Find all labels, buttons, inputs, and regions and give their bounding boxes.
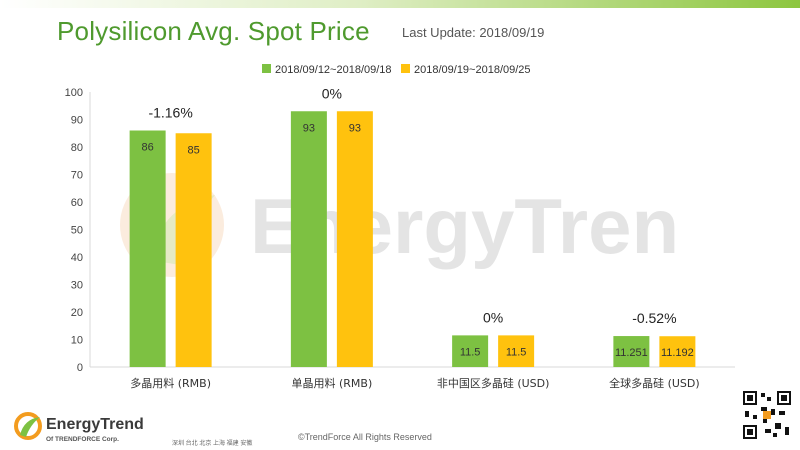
- bar: [613, 336, 650, 367]
- category-label: 单晶用料 (RMB): [291, 376, 372, 390]
- bar-value-label: 11.192: [661, 347, 694, 359]
- copyright: ©TrendForce All Rights Reserved: [298, 432, 432, 442]
- logo-text: EnergyTrend: [46, 416, 144, 433]
- bar: [129, 130, 166, 367]
- bar-value-label: 93: [349, 122, 361, 134]
- legend-label: 2018/09/12~2018/09/18: [275, 64, 392, 76]
- y-tick-label: 30: [71, 280, 83, 292]
- last-update: Last Update: 2018/09/19: [402, 25, 545, 40]
- y-tick-label: 90: [71, 115, 83, 127]
- qr-code-icon: [741, 389, 793, 441]
- category-label: 多晶用料 (RMB): [130, 376, 211, 390]
- y-tick-label: 100: [65, 87, 83, 99]
- bar-value-label: 86: [142, 142, 154, 154]
- bar: [290, 111, 327, 367]
- y-tick-label: 80: [71, 142, 83, 154]
- top-accent-bar: [0, 0, 800, 8]
- change-label: -1.16%: [148, 105, 192, 121]
- y-tick-label: 40: [71, 252, 83, 264]
- category-label: 非中国区多晶硅 (USD): [437, 376, 550, 390]
- bar-value-label: 11.5: [460, 346, 481, 358]
- bar-value-label: 11.251: [615, 347, 648, 359]
- page-title: Polysilicon Avg. Spot Price: [57, 16, 370, 46]
- change-label: 0%: [483, 309, 503, 325]
- bar: [336, 111, 373, 367]
- office-cities: 深圳 台北 北京 上海 福建 安徽: [172, 441, 253, 447]
- energytrend-logo: EnergyTrend Of TRENDFORCE Corp.: [14, 411, 154, 447]
- y-tick-label: 20: [71, 307, 83, 319]
- legend-swatch: [262, 64, 271, 73]
- bar-value-label: 85: [188, 144, 200, 156]
- bar-value-label: 93: [303, 122, 315, 134]
- legend-label: 2018/09/19~2018/09/25: [414, 64, 531, 76]
- change-label: -0.52%: [632, 310, 676, 326]
- legend-swatch: [401, 64, 410, 73]
- y-tick-label: 60: [71, 197, 83, 209]
- bar: [452, 335, 489, 367]
- change-label: 0%: [322, 85, 342, 101]
- bar: [659, 336, 696, 367]
- bar-value-label: 11.5: [506, 346, 527, 358]
- logo-icon: [14, 412, 42, 440]
- y-tick-label: 50: [71, 225, 83, 237]
- logo-subtext: Of TRENDFORCE Corp.: [46, 436, 119, 443]
- bar: [175, 133, 212, 367]
- y-tick-label: 10: [71, 335, 83, 347]
- category-label: 全球多晶硅 (USD): [609, 376, 700, 390]
- y-tick-label: 70: [71, 170, 83, 182]
- bar: [498, 335, 535, 367]
- y-tick-label: 0: [77, 362, 83, 374]
